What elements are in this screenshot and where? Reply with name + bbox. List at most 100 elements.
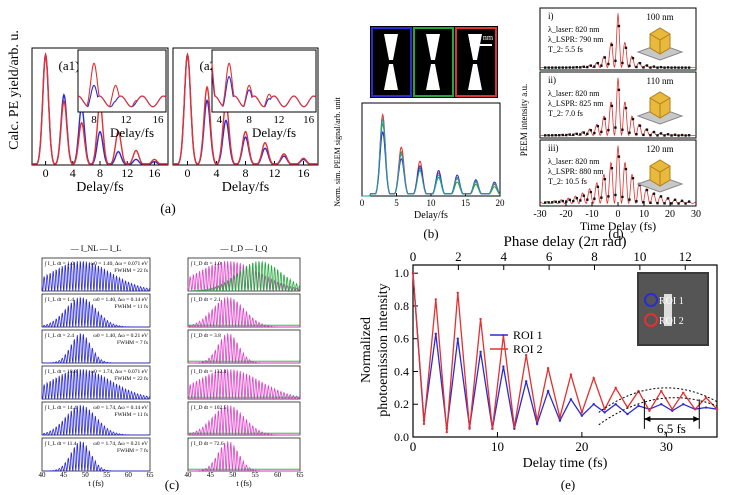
x-tick-label: 15	[461, 198, 471, 208]
oscillation-d	[187, 404, 300, 437]
data-point	[524, 380, 528, 383]
arrow-head-left	[644, 415, 651, 422]
inset-x-axis-label: Delay/fs	[252, 125, 296, 140]
oscillation-d	[187, 296, 300, 329]
data-point	[596, 185, 600, 189]
top-x-tick-label: 6	[546, 249, 553, 264]
data-point	[645, 188, 649, 192]
data-point	[569, 373, 573, 376]
pulse-fwhm: FWHM = 7 fs	[117, 339, 148, 346]
inset-x-tick-label: 8	[91, 114, 97, 126]
data-point	[558, 66, 561, 69]
chart-d: i)λ_laser: 820 nmλ_LSPR: 790 nmT_2: 5.5 …	[533, 7, 701, 233]
data-point	[554, 200, 557, 204]
data-point	[649, 66, 652, 69]
y-axis-label: Normalized	[359, 317, 374, 383]
gold-nanostructure-edge	[649, 97, 671, 118]
data-point	[422, 422, 426, 426]
x-tick-label: 16	[148, 166, 160, 180]
plot-frame	[361, 102, 501, 197]
data-point	[682, 403, 685, 406]
peem-inset-bg	[639, 274, 707, 344]
data-point	[600, 64, 603, 67]
x-tick-label: 4	[214, 166, 220, 180]
data-point	[628, 198, 631, 201]
oscillation-q	[187, 260, 301, 293]
a-ylabel: Calc. PE yield/arb. u.	[7, 30, 22, 150]
x-tick-label: 60	[125, 471, 133, 479]
laser-wavelength: λ_laser: 820 nm	[548, 157, 600, 166]
data-point	[648, 409, 651, 412]
scale-bar-label: 200 nm	[469, 33, 494, 42]
data-point	[677, 134, 680, 137]
structure-size: 120 nm	[646, 144, 673, 154]
data-point	[558, 419, 562, 422]
data-point	[663, 134, 666, 137]
peem-frame-blue	[371, 27, 412, 97]
x-tick-label: 0	[360, 198, 365, 208]
data-point	[586, 198, 589, 201]
inset-x-tick-label: 8	[246, 114, 252, 126]
pulse-fwhm: FWHM = 7 fs	[117, 447, 148, 454]
data-point	[631, 177, 635, 180]
data-point	[682, 391, 685, 394]
legend-label: ROI 2	[513, 342, 543, 356]
x-axis-label: t (fs)	[236, 479, 252, 488]
series-roi-1	[412, 273, 718, 429]
oscillation-nl	[41, 296, 150, 329]
nanostructure-bright	[664, 294, 672, 326]
x-tick-label: 55	[252, 471, 260, 479]
data-point	[621, 128, 624, 131]
bowtie-bottom-2	[426, 64, 440, 90]
y-tick-label: 0.6	[394, 332, 409, 346]
integral-label: ∫ I_L dt = 2.4	[44, 333, 74, 339]
data-point	[546, 389, 550, 393]
data-point	[673, 133, 677, 136]
oscillation-nl	[41, 260, 151, 293]
inset-frame	[211, 49, 317, 113]
x-tick-label: 10	[427, 198, 437, 208]
roi-2-circle	[644, 313, 658, 327]
data-point	[663, 66, 666, 69]
integral-label: ∫ I_L dt = 1.4	[44, 297, 74, 303]
d-ylabel: PEEM intensity a.u.	[519, 84, 529, 157]
data-point	[575, 197, 578, 200]
data-point	[614, 126, 617, 129]
data-point	[479, 350, 482, 354]
data-point	[596, 124, 600, 128]
data-point	[565, 133, 568, 137]
data-point	[660, 389, 663, 393]
x-axis-label: Time Delay (fs)	[580, 219, 656, 233]
data-point	[589, 64, 593, 67]
top-x-tick-label: 12	[679, 249, 692, 264]
inset-roi-1-label: ROI 1	[659, 296, 684, 307]
inset-series-red	[211, 62, 317, 108]
pulse-params: ω0 = 1.74, Δω = 0.14 eV	[93, 405, 148, 411]
x-tick-label: 10	[491, 439, 504, 454]
data-point	[558, 416, 562, 419]
data-point	[642, 201, 645, 204]
data-point	[649, 201, 652, 205]
data-point	[580, 414, 584, 417]
x-tick-label: 40	[185, 471, 193, 479]
data-point	[572, 66, 575, 69]
data-point	[565, 66, 568, 69]
dephasing-time: T_2: 10.5 fs	[548, 177, 587, 186]
data-point	[670, 134, 673, 137]
x-tick-label: 10	[639, 209, 649, 220]
panel-b-label: (b)	[423, 226, 438, 241]
inset-x-tick-label: 12	[121, 114, 132, 126]
dephasing-time: T_2: 5.5 fs	[548, 45, 583, 54]
data-point	[582, 131, 586, 134]
lspr-wavelength: λ_LSPR: 825 nm	[548, 99, 604, 108]
data-point	[638, 124, 642, 127]
data-point	[624, 46, 628, 50]
annotation-label: 6,5 fs	[657, 421, 686, 436]
x-tick-label: 12	[121, 166, 133, 180]
x-tick-label: 55	[103, 471, 111, 479]
data-point	[568, 66, 571, 69]
data-point	[656, 134, 659, 137]
